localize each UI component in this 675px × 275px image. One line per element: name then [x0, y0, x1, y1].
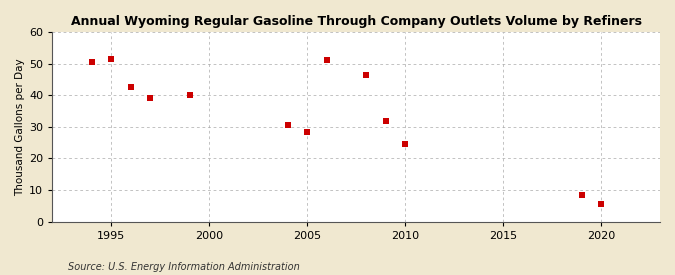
Title: Annual Wyoming Regular Gasoline Through Company Outlets Volume by Refiners: Annual Wyoming Regular Gasoline Through …	[71, 15, 642, 28]
Point	[576, 192, 587, 197]
Point	[106, 57, 117, 61]
Point	[282, 123, 293, 127]
Point	[302, 129, 313, 134]
Point	[380, 118, 391, 123]
Y-axis label: Thousand Gallons per Day: Thousand Gallons per Day	[15, 58, 25, 196]
Point	[321, 58, 332, 63]
Point	[86, 60, 97, 64]
Point	[596, 202, 607, 207]
Point	[184, 93, 195, 97]
Point	[126, 85, 136, 89]
Text: Source: U.S. Energy Information Administration: Source: U.S. Energy Information Administ…	[68, 262, 299, 272]
Point	[360, 72, 371, 77]
Point	[400, 142, 410, 146]
Point	[145, 96, 156, 101]
